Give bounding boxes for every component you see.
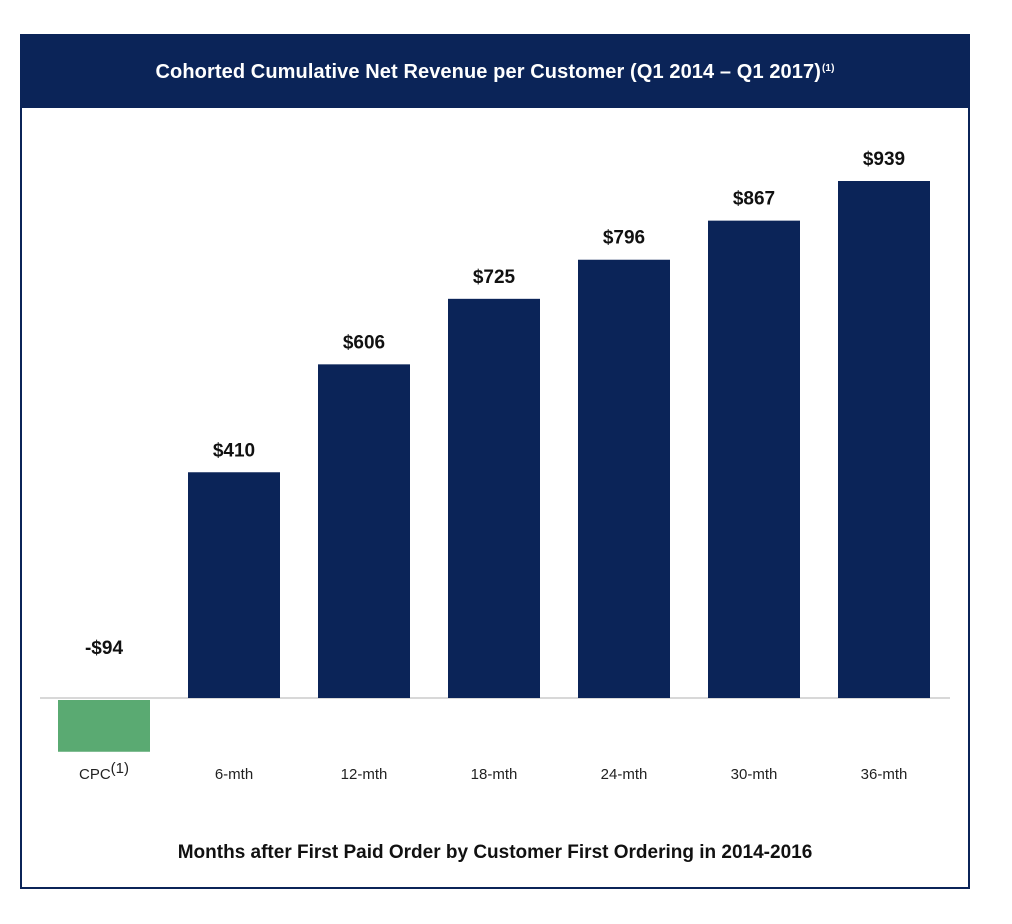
bar-18-mth (448, 298, 540, 698)
value-label-18-mth: $725 (473, 267, 516, 288)
chart-title-footnote: (1) (821, 62, 835, 74)
tick-label-30-mth: 30-mth (731, 766, 778, 783)
bar-24-mth (578, 259, 670, 698)
chart-title: Cohorted Cumulative Net Revenue per Cust… (155, 60, 821, 83)
bars-group (58, 181, 930, 752)
tick-label-24-mth: 24-mth (601, 766, 648, 783)
value-label-6-mth: $410 (213, 440, 255, 461)
tick-label-18-mth: 18-mth (471, 766, 518, 783)
tick-labels-group: CPC(1) 6-mth 12-mth 18-mth 24-mth 30-mth 36-mt… (79, 760, 907, 783)
value-label-cpc: -$94 (85, 638, 123, 659)
bar-cpc (58, 700, 150, 752)
bar-36-mth (838, 181, 930, 698)
x-axis-label: Months after First Paid Order by Custome… (177, 842, 813, 863)
bar-30-mth (708, 220, 800, 699)
tick-label-12-mth: 12-mth (341, 766, 388, 783)
value-label-30-mth: $867 (733, 189, 775, 210)
chart-panel: Cohorted Cumulative Net Revenue per Cust… (20, 34, 970, 889)
tick-label-6-mth: 6-mth (215, 766, 253, 783)
value-label-24-mth: $796 (603, 228, 645, 249)
bar-12-mth (318, 364, 410, 698)
tick-label-cpc: CPC(1) (79, 760, 129, 783)
value-label-36-mth: $939 (863, 149, 905, 170)
value-label-12-mth: $606 (343, 332, 385, 353)
value-labels-group: -$94 $410 $606 $725 $796 $867 $939 (85, 149, 905, 659)
bar-6-mth (188, 472, 280, 698)
bar-chart: -$94 $410 $606 $725 $796 $867 $939 CPC(1) 6-mth… (40, 149, 950, 783)
tick-footnote-cpc: (1) (111, 760, 129, 777)
tick-label-36-mth: 36-mth (861, 766, 908, 783)
chart-title-bar: Cohorted Cumulative Net Revenue per Cust… (22, 36, 968, 108)
